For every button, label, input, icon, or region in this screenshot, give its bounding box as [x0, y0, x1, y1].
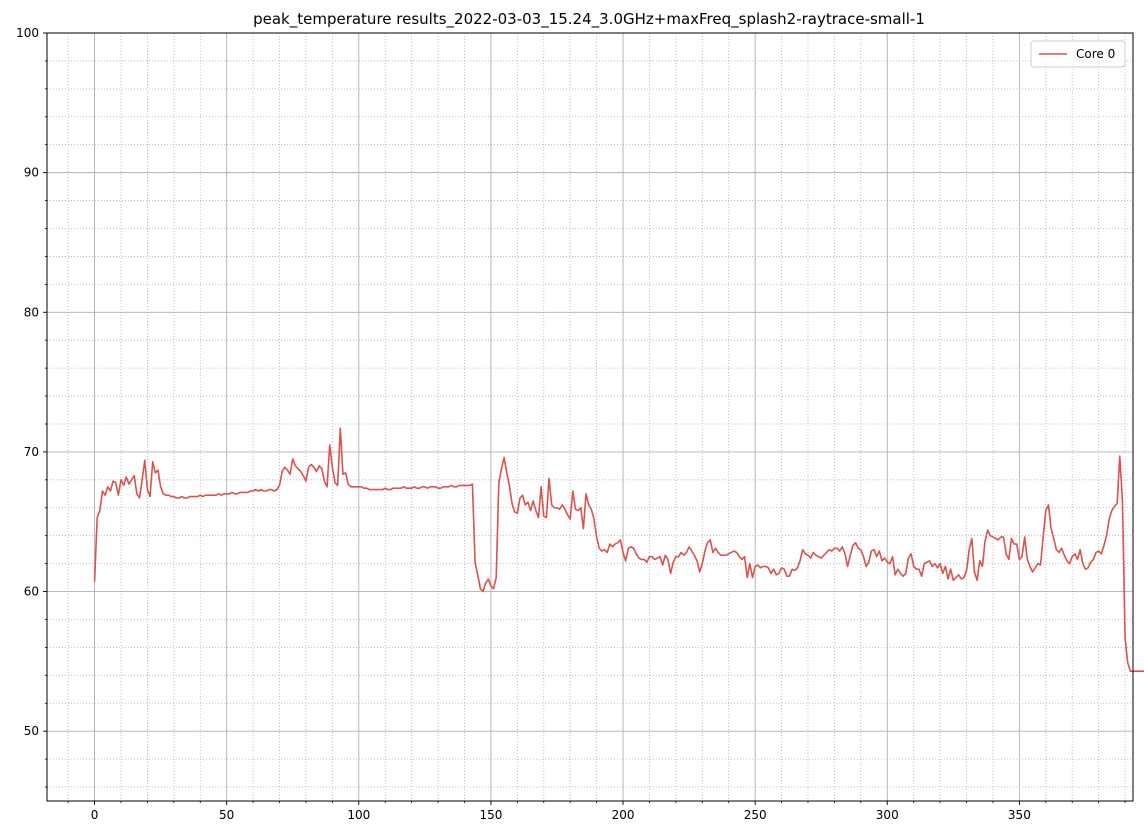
x-tick-label: 0: [91, 808, 99, 822]
legend-box: [1030, 40, 1126, 68]
major-grid: [47, 32, 1133, 801]
series-line-core-0: [93, 427, 1144, 672]
legend-label: Core 0: [1076, 47, 1115, 61]
y-tick-label: 50: [24, 724, 39, 738]
x-tick-label: 100: [347, 808, 370, 822]
x-tick-label: 300: [876, 808, 899, 822]
minor-grid: [47, 33, 1133, 801]
series-layer: [93, 427, 1144, 672]
y-tick-label: 90: [24, 166, 39, 180]
x-tick-label: 200: [612, 808, 635, 822]
x-tick-label: 50: [219, 808, 234, 822]
x-tick-label: 350: [1008, 808, 1031, 822]
legend: Core 0: [1030, 40, 1126, 68]
chart-title: peak_temperature results_2022-03-03_15.2…: [253, 10, 925, 29]
x-tick-label: 150: [479, 808, 502, 822]
plot-frame: [46, 32, 1134, 802]
x-tick-label: 250: [744, 808, 767, 822]
y-tick-label: 60: [24, 585, 39, 599]
y-tick-label: 80: [24, 305, 39, 319]
y-tick-label: 100: [16, 26, 39, 40]
y-tick-label: 70: [24, 445, 39, 459]
axis-ticks: 0 50 100 150 200 250 300 350 50 60 70 80 90 100: [16, 26, 1126, 822]
